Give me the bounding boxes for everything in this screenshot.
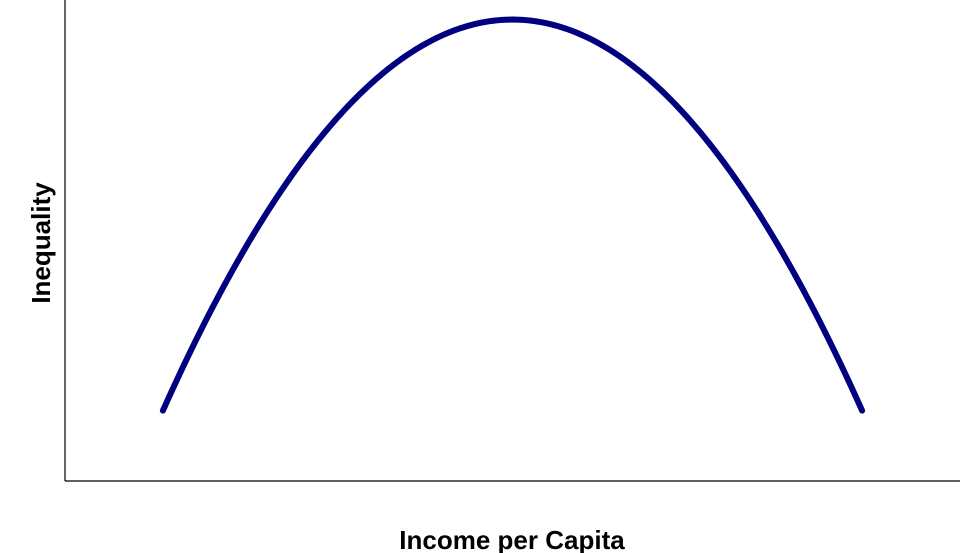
series-line-0 xyxy=(159,16,866,414)
series-layer xyxy=(159,16,866,414)
y-axis-label: Inequality xyxy=(26,182,56,304)
x-axis-label: Income per Capita xyxy=(399,525,625,553)
